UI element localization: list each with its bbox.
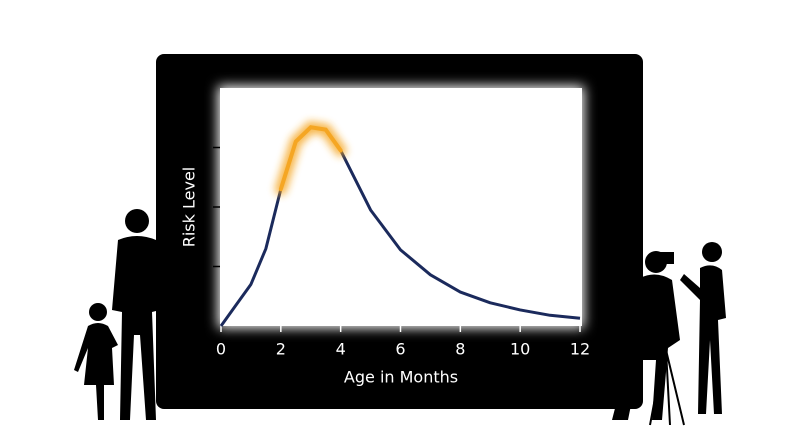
highlight <box>278 125 343 192</box>
x-tick-label: 12 <box>570 340 590 359</box>
line <box>219 125 581 327</box>
plot-area <box>220 88 582 326</box>
x-tick-label: 0 <box>216 340 226 359</box>
people-right <box>612 242 726 426</box>
x-tick-label: 8 <box>455 340 465 359</box>
x-tick-label: 10 <box>510 340 530 359</box>
y-axis-label: Risk Level <box>180 167 199 247</box>
x-tick-label: 2 <box>276 340 286 359</box>
people-left <box>74 209 160 420</box>
x-axis-label: Age in Months <box>344 368 458 387</box>
x-tick-label: 6 <box>395 340 405 359</box>
x-tick-label: 4 <box>336 340 346 359</box>
